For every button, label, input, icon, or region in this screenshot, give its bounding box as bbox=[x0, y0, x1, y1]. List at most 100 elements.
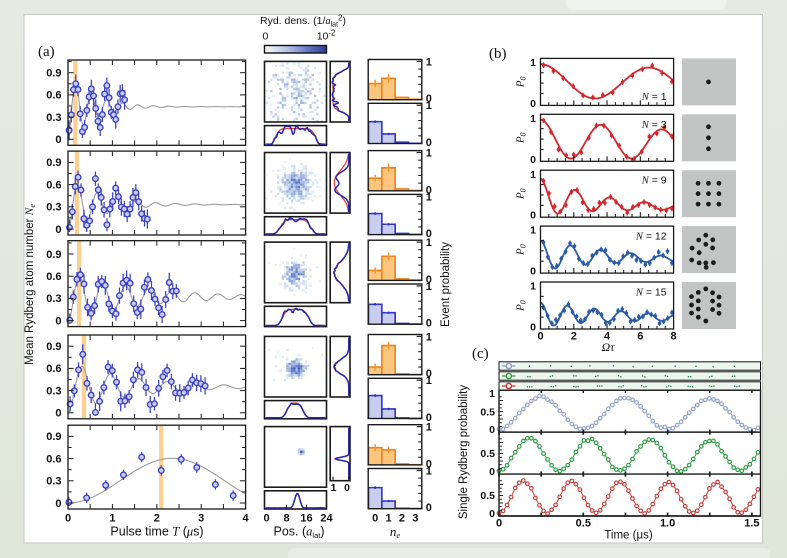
svg-text:1: 1 bbox=[530, 281, 536, 293]
svg-text:Ryd. dens. (1/alat2): Ryd. dens. (1/alat2) bbox=[260, 14, 346, 29]
svg-text:1: 1 bbox=[426, 56, 432, 68]
svg-text:0: 0 bbox=[530, 322, 536, 334]
svg-text:0: 0 bbox=[530, 154, 536, 166]
svg-text:0.3: 0.3 bbox=[46, 202, 61, 214]
svg-text:0.9: 0.9 bbox=[46, 431, 61, 443]
svg-text:0.6: 0.6 bbox=[46, 271, 61, 283]
svg-text:(c): (c) bbox=[472, 346, 489, 362]
svg-text:1: 1 bbox=[426, 191, 432, 203]
svg-text:N = 1: N = 1 bbox=[641, 91, 667, 103]
svg-text:0.5: 0.5 bbox=[480, 448, 495, 460]
svg-text:0: 0 bbox=[426, 93, 432, 105]
svg-text:1: 1 bbox=[109, 513, 115, 525]
svg-text:(b): (b) bbox=[489, 46, 507, 62]
svg-text:2: 2 bbox=[399, 513, 405, 525]
svg-text:1.0: 1.0 bbox=[660, 518, 675, 530]
svg-text:Pulse time T (μs): Pulse time T (μs) bbox=[110, 525, 203, 539]
svg-text:0.9: 0.9 bbox=[46, 68, 61, 80]
svg-text:3: 3 bbox=[198, 513, 204, 525]
svg-text:N = 9: N = 9 bbox=[641, 175, 667, 187]
svg-text:0.3: 0.3 bbox=[46, 293, 61, 305]
svg-text:ne: ne bbox=[390, 524, 401, 540]
svg-text:P0: P0 bbox=[515, 132, 528, 144]
svg-text:0: 0 bbox=[344, 482, 350, 494]
svg-text:P0: P0 bbox=[515, 244, 528, 256]
svg-text:1.5: 1.5 bbox=[744, 518, 759, 530]
svg-text:Mean Rydberg atom number Ne: Mean Rydberg atom number Ne bbox=[24, 204, 37, 365]
svg-text:24: 24 bbox=[320, 513, 333, 525]
svg-text:4: 4 bbox=[604, 331, 611, 343]
svg-text:0.3: 0.3 bbox=[46, 385, 61, 397]
svg-text:4: 4 bbox=[243, 513, 250, 525]
svg-text:0.5: 0.5 bbox=[480, 490, 495, 502]
svg-text:(a): (a) bbox=[38, 44, 55, 60]
svg-text:1: 1 bbox=[426, 148, 432, 160]
svg-text:0: 0 bbox=[55, 408, 61, 420]
svg-text:1: 1 bbox=[530, 169, 536, 181]
svg-text:1: 1 bbox=[426, 422, 432, 434]
svg-text:0: 0 bbox=[537, 331, 543, 343]
svg-text:16: 16 bbox=[300, 513, 312, 525]
svg-text:0.3: 0.3 bbox=[46, 476, 61, 488]
svg-text:0.9: 0.9 bbox=[46, 341, 61, 353]
svg-text:1: 1 bbox=[426, 100, 432, 112]
svg-text:1: 1 bbox=[426, 465, 432, 477]
svg-text:1: 1 bbox=[489, 388, 495, 400]
svg-text:0.6: 0.6 bbox=[46, 363, 61, 375]
svg-text:0: 0 bbox=[496, 518, 502, 530]
svg-text:Time (μs): Time (μs) bbox=[604, 530, 653, 542]
svg-text:1: 1 bbox=[385, 513, 391, 525]
svg-text:0: 0 bbox=[263, 513, 269, 525]
svg-text:0: 0 bbox=[426, 502, 432, 514]
svg-text:0: 0 bbox=[489, 508, 495, 520]
svg-text:Single Rydberg probability: Single Rydberg probability bbox=[458, 385, 470, 519]
svg-text:1: 1 bbox=[426, 281, 432, 293]
svg-text:0: 0 bbox=[426, 228, 432, 240]
svg-text:1: 1 bbox=[530, 225, 536, 237]
svg-text:0: 0 bbox=[55, 315, 61, 327]
svg-text:0: 0 bbox=[426, 274, 432, 286]
svg-text:0: 0 bbox=[263, 31, 269, 43]
svg-text:1: 1 bbox=[530, 113, 536, 125]
svg-text:0: 0 bbox=[65, 513, 71, 525]
svg-text:0: 0 bbox=[426, 318, 432, 330]
svg-text:0: 0 bbox=[426, 184, 432, 196]
svg-text:N = 15: N = 15 bbox=[635, 287, 667, 299]
svg-text:Ωτ: Ωτ bbox=[602, 340, 616, 354]
svg-text:0.9: 0.9 bbox=[46, 157, 61, 169]
svg-text:N = 3: N = 3 bbox=[641, 119, 667, 131]
svg-text:0: 0 bbox=[530, 210, 536, 222]
svg-text:0.5: 0.5 bbox=[576, 518, 591, 530]
svg-text:0: 0 bbox=[372, 513, 378, 525]
svg-text:0.6: 0.6 bbox=[46, 453, 61, 465]
svg-text:0: 0 bbox=[55, 134, 61, 146]
svg-text:P0: P0 bbox=[515, 77, 528, 89]
svg-text:0: 0 bbox=[426, 137, 432, 149]
svg-text:P0: P0 bbox=[515, 300, 528, 312]
svg-text:0: 0 bbox=[426, 368, 432, 380]
svg-text:0: 0 bbox=[426, 412, 432, 424]
svg-text:0.9: 0.9 bbox=[46, 249, 61, 261]
svg-text:8: 8 bbox=[671, 331, 677, 343]
svg-text:0: 0 bbox=[530, 266, 536, 278]
svg-text:P0: P0 bbox=[515, 188, 528, 200]
svg-text:2: 2 bbox=[571, 331, 577, 343]
svg-text:1: 1 bbox=[426, 237, 432, 249]
svg-text:0: 0 bbox=[489, 466, 495, 478]
svg-text:0.5: 0.5 bbox=[480, 406, 495, 418]
svg-text:0: 0 bbox=[489, 424, 495, 436]
svg-text:0.6: 0.6 bbox=[46, 90, 61, 102]
svg-text:0.3: 0.3 bbox=[46, 112, 61, 124]
svg-text:0.6: 0.6 bbox=[46, 179, 61, 191]
svg-text:6: 6 bbox=[637, 331, 643, 343]
svg-text:1: 1 bbox=[331, 482, 337, 494]
svg-text:N = 12: N = 12 bbox=[635, 231, 667, 243]
svg-text:2: 2 bbox=[154, 513, 160, 525]
svg-text:3: 3 bbox=[412, 513, 418, 525]
svg-text:0: 0 bbox=[530, 98, 536, 110]
svg-text:10-2: 10-2 bbox=[317, 29, 336, 43]
svg-text:Pos. (alat): Pos. (alat) bbox=[274, 525, 325, 541]
svg-text:1: 1 bbox=[426, 375, 432, 387]
svg-text:0: 0 bbox=[55, 224, 61, 236]
svg-text:Event probability: Event probability bbox=[440, 242, 452, 327]
